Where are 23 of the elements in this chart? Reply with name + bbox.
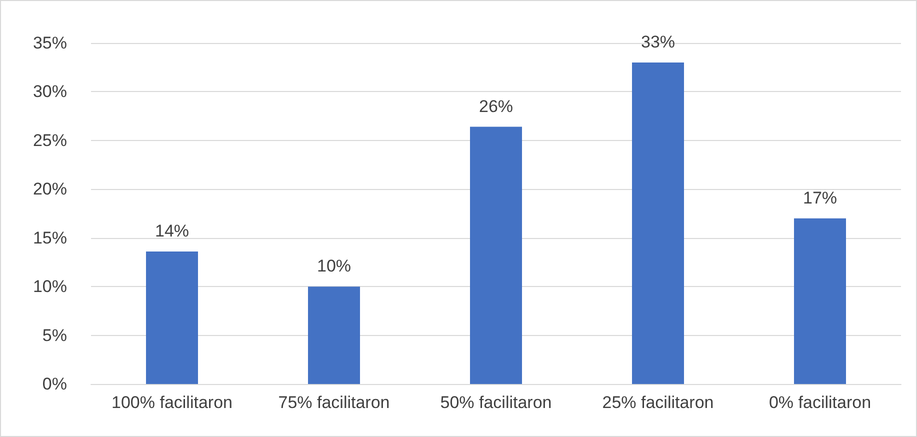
y-tick-label: 5%: [42, 326, 67, 345]
x-tick-label: 100% facilitaron: [112, 393, 232, 412]
data-label: 26%: [478, 96, 514, 116]
y-tick-label: 0%: [42, 374, 67, 394]
bar: [794, 218, 846, 384]
x-tick-label: 50% facilitaron: [440, 393, 552, 412]
y-tick-label: 15%: [32, 228, 67, 248]
bar: [308, 286, 360, 384]
y-tick-label: 20%: [32, 180, 67, 199]
data-label: 33%: [640, 32, 676, 52]
x-tick-label: 25% facilitaron: [602, 393, 714, 412]
data-label: 10%: [316, 256, 352, 276]
y-tick-label: 30%: [32, 82, 67, 102]
bar: [632, 62, 684, 384]
y-tick-label: 25%: [32, 130, 67, 150]
data-label: 17%: [802, 188, 838, 208]
x-tick-label: 0% facilitaron: [768, 393, 872, 412]
y-tick-label: 35%: [32, 34, 67, 52]
data-label: 14%: [154, 221, 190, 240]
x-tick-label: 75% facilitaron: [278, 393, 390, 412]
bar: [146, 251, 198, 384]
y-tick-label: 10%: [32, 277, 67, 296]
bar: [470, 126, 522, 384]
